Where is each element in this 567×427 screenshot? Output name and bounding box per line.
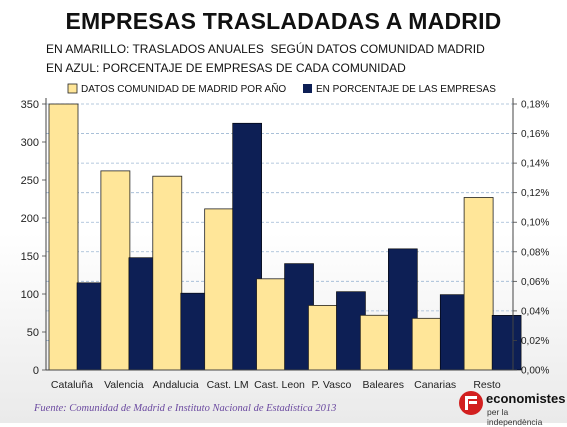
right-axis-tick-label: 0,06%: [521, 277, 549, 288]
left-axis-tick-label: 200: [21, 213, 39, 225]
chart-subtitle-blue: EN AZUL: PORCENTAJE DE EMPRESAS DE CADA …: [46, 61, 406, 75]
chart-title: EMPRESAS TRASLADADAS A MADRID: [65, 8, 502, 34]
left-axis-tick-label: 50: [27, 327, 39, 339]
chart-axes: 0,00% 0,02% 0,04% 0,06% 0,08% 0,10% 0,12% 0,14%…: [21, 98, 549, 391]
logo-name: economistes: [486, 391, 566, 406]
bar-yellow-2: [152, 175, 183, 371]
bar-yellow-3: [204, 208, 235, 371]
right-axis-tick-label: 0,10%: [521, 218, 549, 229]
right-axis-tick-label: 0,04%: [521, 306, 549, 317]
category-label: Canarias: [414, 379, 456, 391]
legend-swatch-navy: [303, 84, 312, 93]
category-label: Baleares: [363, 379, 404, 391]
right-axis-tick-label: 0,02%: [521, 336, 549, 347]
left-axis-tick-label: 150: [21, 251, 39, 263]
legend-swatch-yellow: [67, 83, 78, 94]
category-label: Cast. LM: [207, 379, 249, 391]
bar-navy-8: [491, 315, 522, 371]
economistes-logo: economistes per la independència: [459, 389, 566, 427]
right-axis-tick-label: 0,14%: [521, 159, 549, 170]
category-label: P. Vasco: [311, 379, 351, 391]
economistes-logo-icon: [459, 391, 483, 415]
legend-label-navy: EN PORCENTAJE DE LAS EMPRESAS: [316, 84, 496, 95]
right-axis-tick-label: 0,16%: [521, 129, 549, 140]
logo-tagline: per la independència: [487, 407, 543, 427]
right-axis-tick-label: 0,12%: [521, 188, 549, 199]
bar-yellow-0: [48, 103, 79, 371]
category-label: Cataluña: [51, 379, 93, 391]
bar-yellow-8: [463, 197, 494, 371]
bar-yellow-1: [100, 170, 131, 371]
left-axis-tick-label: 0: [33, 365, 39, 377]
bar-yellow-4: [256, 278, 286, 371]
left-axis-tick-label: 100: [21, 289, 39, 301]
left-axis-tick-label: 250: [21, 175, 39, 187]
chart-legend: DATOS COMUNIDAD DE MADRID POR AÑO EN PORC…: [67, 82, 496, 95]
right-axis-tick-label: 0,00%: [521, 366, 549, 377]
category-label: Andalucia: [153, 379, 199, 391]
bar-yellow-7: [411, 317, 442, 371]
category-label: Valencia: [104, 379, 144, 391]
right-axis-tick-label: 0,18%: [521, 100, 549, 111]
chart-bars: [48, 103, 522, 371]
bar-yellow-5: [308, 304, 338, 371]
left-axis-tick-label: 300: [21, 137, 39, 149]
category-label: Cast. Leon: [254, 379, 305, 391]
bar-yellow-6: [359, 314, 390, 371]
legend-label-yellow: DATOS COMUNIDAD DE MADRID POR AÑO: [81, 82, 286, 95]
chart-subtitle-yellow: EN AMARILLO: TRASLADOS ANUALES SEGÚN DAT…: [46, 42, 485, 56]
category-label: Resto: [473, 379, 501, 391]
left-axis-tick-label: 350: [21, 99, 39, 111]
source-note: Fuente: Comunidad de Madrid e Instituto …: [34, 403, 337, 414]
right-axis-tick-label: 0,08%: [521, 247, 549, 258]
